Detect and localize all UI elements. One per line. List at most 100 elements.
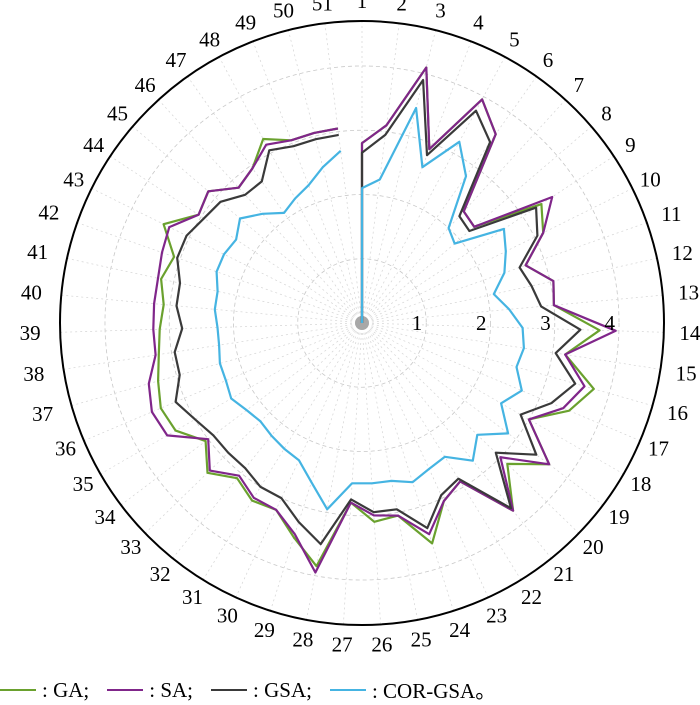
legend-item-sa: : SA; xyxy=(107,678,193,703)
series-line-gsa xyxy=(173,78,582,546)
category-label: 3 xyxy=(435,0,446,23)
grid-spoke-16 xyxy=(361,322,653,406)
legend: : GA; : SA; : GSA; : COR-GSA。 xyxy=(0,676,700,704)
category-label: 43 xyxy=(63,167,84,191)
grid-spoke-29 xyxy=(270,322,363,611)
category-label: 19 xyxy=(608,505,629,529)
category-label: 37 xyxy=(32,402,53,426)
category-label: 50 xyxy=(273,0,294,23)
category-label: 42 xyxy=(38,201,59,225)
grid-spoke-12 xyxy=(361,258,658,324)
category-label: 24 xyxy=(449,618,471,642)
category-label: 7 xyxy=(574,73,585,97)
grid-spoke-47 xyxy=(187,76,363,324)
category-label: 36 xyxy=(55,437,76,461)
series-line-cor-gsa xyxy=(213,106,526,511)
grid-spoke-4 xyxy=(361,41,472,324)
legend-swatch-gsa xyxy=(211,689,248,691)
radar-chart: 1 2 34567891011121314151617181920212223242… xyxy=(20,0,700,656)
grid-spoke-6 xyxy=(361,76,537,324)
category-label: 4 xyxy=(473,11,484,35)
grid-spoke-42 xyxy=(77,222,363,324)
grid-spoke-21 xyxy=(361,322,552,559)
category-label: 5 xyxy=(509,27,520,51)
series-layer xyxy=(147,66,617,574)
category-label: 14 xyxy=(679,321,700,345)
legend-swatch-cor-gsa xyxy=(329,689,366,691)
category-label: 15 xyxy=(676,361,697,385)
category-label: 48 xyxy=(199,27,220,51)
series-line-sa xyxy=(147,66,617,574)
category-label: 32 xyxy=(150,562,171,586)
grid-spoke-17 xyxy=(361,322,641,442)
grid-spoke-38 xyxy=(63,322,363,370)
category-label: 27 xyxy=(332,632,353,656)
grid-spoke-36 xyxy=(83,322,363,442)
legend-item-gsa: : GSA; xyxy=(211,678,312,703)
radial-tick-labels: 1 2 3 4 xyxy=(412,311,616,335)
grid-spoke-37 xyxy=(71,322,363,406)
legend-swatch-ga xyxy=(0,689,36,691)
category-label: 46 xyxy=(135,73,156,97)
legend-swatch-sa xyxy=(107,689,144,691)
grid-spoke-19 xyxy=(361,322,604,506)
legend-item-ga: : GA; xyxy=(0,678,89,703)
category-label: 47 xyxy=(165,48,186,72)
radial-tick-label: 4 xyxy=(605,311,616,335)
category-label: 51 xyxy=(312,0,333,15)
grid-spoke-32 xyxy=(172,322,363,559)
grid-spoke-20 xyxy=(361,322,580,534)
category-label: 31 xyxy=(182,585,203,609)
category-label: 25 xyxy=(411,628,432,652)
legend-label-gsa: : GSA; xyxy=(253,677,312,702)
grid-spoke-15 xyxy=(361,322,661,370)
category-label: 18 xyxy=(630,472,651,496)
grid-spoke-13 xyxy=(361,294,663,324)
category-label: 41 xyxy=(27,240,48,264)
grid-spoke-3 xyxy=(361,30,437,324)
grid-spoke-48 xyxy=(218,56,363,324)
category-label: 44 xyxy=(83,133,105,157)
category-label: 10 xyxy=(640,167,661,191)
category-label: 26 xyxy=(371,632,392,656)
radial-tick-label: 2 xyxy=(476,311,487,335)
grid-spoke-51 xyxy=(324,23,363,324)
category-label: 2 xyxy=(396,0,407,15)
grid-spoke-22 xyxy=(361,322,522,580)
category-label: 40 xyxy=(21,280,42,304)
grid-spoke-24 xyxy=(361,322,454,611)
category-labels: 1 2 34567891011121314151617181920212223242… xyxy=(20,0,700,656)
category-label: 20 xyxy=(583,535,604,559)
category-label: 33 xyxy=(120,535,141,559)
category-label: 35 xyxy=(73,472,94,496)
grid-spoke-26 xyxy=(361,322,381,625)
grid-spoke-14 xyxy=(361,322,664,333)
grid-spoke-49 xyxy=(252,41,363,324)
category-label: 13 xyxy=(678,281,699,305)
legend-item-cor-gsa: : COR-GSA。 xyxy=(329,675,497,705)
category-label: 6 xyxy=(543,48,554,72)
category-label: 1 xyxy=(357,0,368,13)
category-label: 11 xyxy=(661,202,681,226)
grid-spoke-41 xyxy=(66,258,363,324)
grid-spoke-50 xyxy=(287,30,363,324)
legend-label-sa: : SA; xyxy=(149,677,194,702)
grid-spoke-9 xyxy=(361,155,614,324)
grid-ring-4 xyxy=(104,65,620,581)
grid-spoke-18 xyxy=(361,322,624,475)
grid-spoke-25 xyxy=(361,322,418,620)
grid-ring-3 xyxy=(168,129,556,517)
grid-spoke-10 xyxy=(361,188,633,324)
category-label: 28 xyxy=(292,628,313,652)
grid-spoke-33 xyxy=(144,322,363,534)
grid-spoke-31 xyxy=(202,322,363,580)
series-line-ga xyxy=(157,66,601,568)
category-label: 16 xyxy=(667,401,688,425)
category-label: 12 xyxy=(672,241,693,265)
legend-label-cor-gsa: : COR-GSA。 xyxy=(371,679,497,703)
category-label: 22 xyxy=(521,585,542,609)
grid-spoke-45 xyxy=(132,126,363,324)
grid-spoke-27 xyxy=(343,322,363,625)
grid-spoke-46 xyxy=(158,99,363,324)
category-label: 49 xyxy=(235,11,256,35)
